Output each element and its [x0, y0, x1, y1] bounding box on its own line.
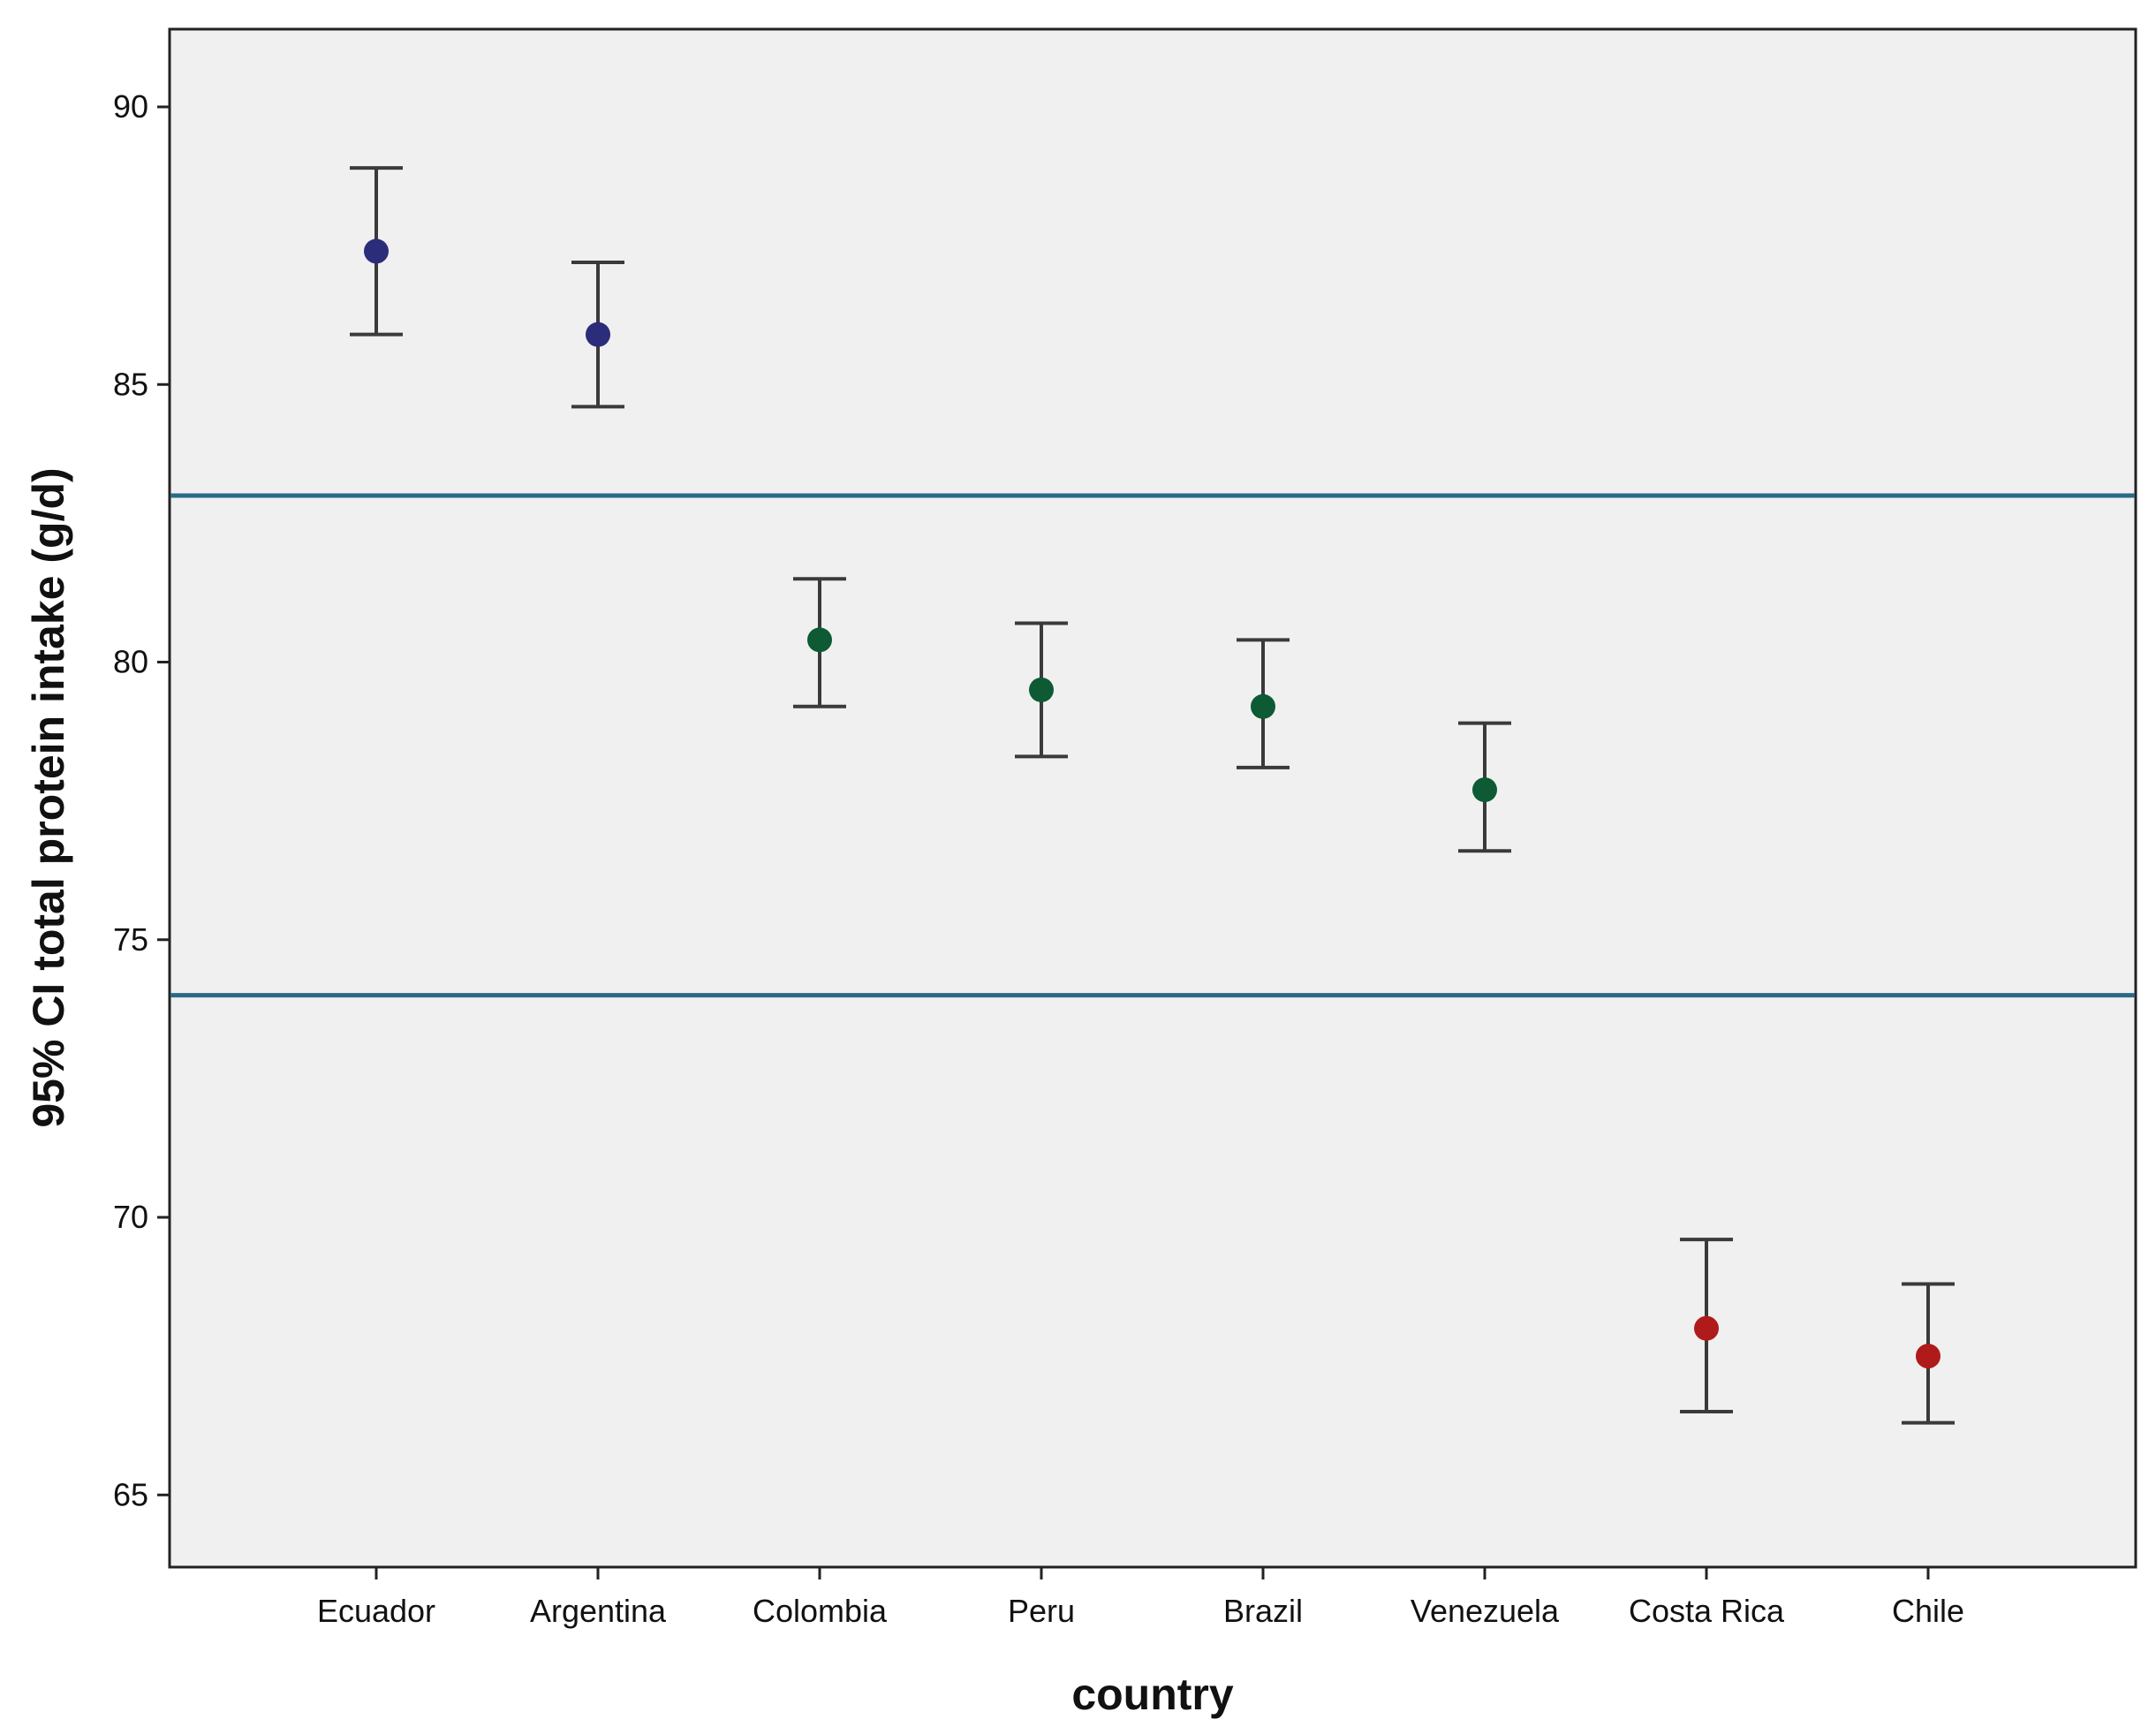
y-tick-label: 65 — [113, 1476, 148, 1512]
x-axis-title: country — [1071, 1670, 1234, 1719]
mean-point — [1472, 777, 1497, 803]
plot-background — [168, 27, 2137, 1569]
x-tick-label: Ecuador — [317, 1593, 435, 1629]
reference-lines — [170, 493, 2135, 998]
x-axis: Ecuador Argentina Colombia Peru Brazil Venezu… — [317, 1567, 1964, 1629]
x-tick-label: Venezuela — [1411, 1593, 1560, 1629]
y-tick-label: 70 — [113, 1199, 148, 1235]
mean-point — [1251, 693, 1275, 719]
x-tick-label: Argentina — [530, 1593, 667, 1629]
y-axis-title: 95% CI total protein intake (g/d) — [24, 467, 73, 1127]
mean-point — [586, 322, 610, 347]
x-tick-label: Peru — [1008, 1593, 1075, 1629]
mean-point — [1029, 677, 1054, 702]
y-tick-label: 85 — [113, 366, 148, 402]
mean-points — [364, 239, 1940, 1369]
y-axis: 65 70 75 80 85 90 — [113, 88, 170, 1512]
mean-point — [364, 239, 389, 264]
y-tick-label: 80 — [113, 644, 148, 680]
mean-point — [1916, 1344, 1940, 1369]
mean-point — [807, 627, 832, 653]
x-tick-label: Brazil — [1223, 1593, 1303, 1629]
x-tick-label: Colombia — [753, 1593, 888, 1629]
y-tick-label: 75 — [113, 921, 148, 958]
x-tick-label: Chile — [1892, 1593, 1964, 1629]
mean-point — [1694, 1315, 1719, 1341]
y-tick-label: 90 — [113, 88, 148, 125]
x-tick-label: Costa Rica — [1629, 1593, 1785, 1629]
